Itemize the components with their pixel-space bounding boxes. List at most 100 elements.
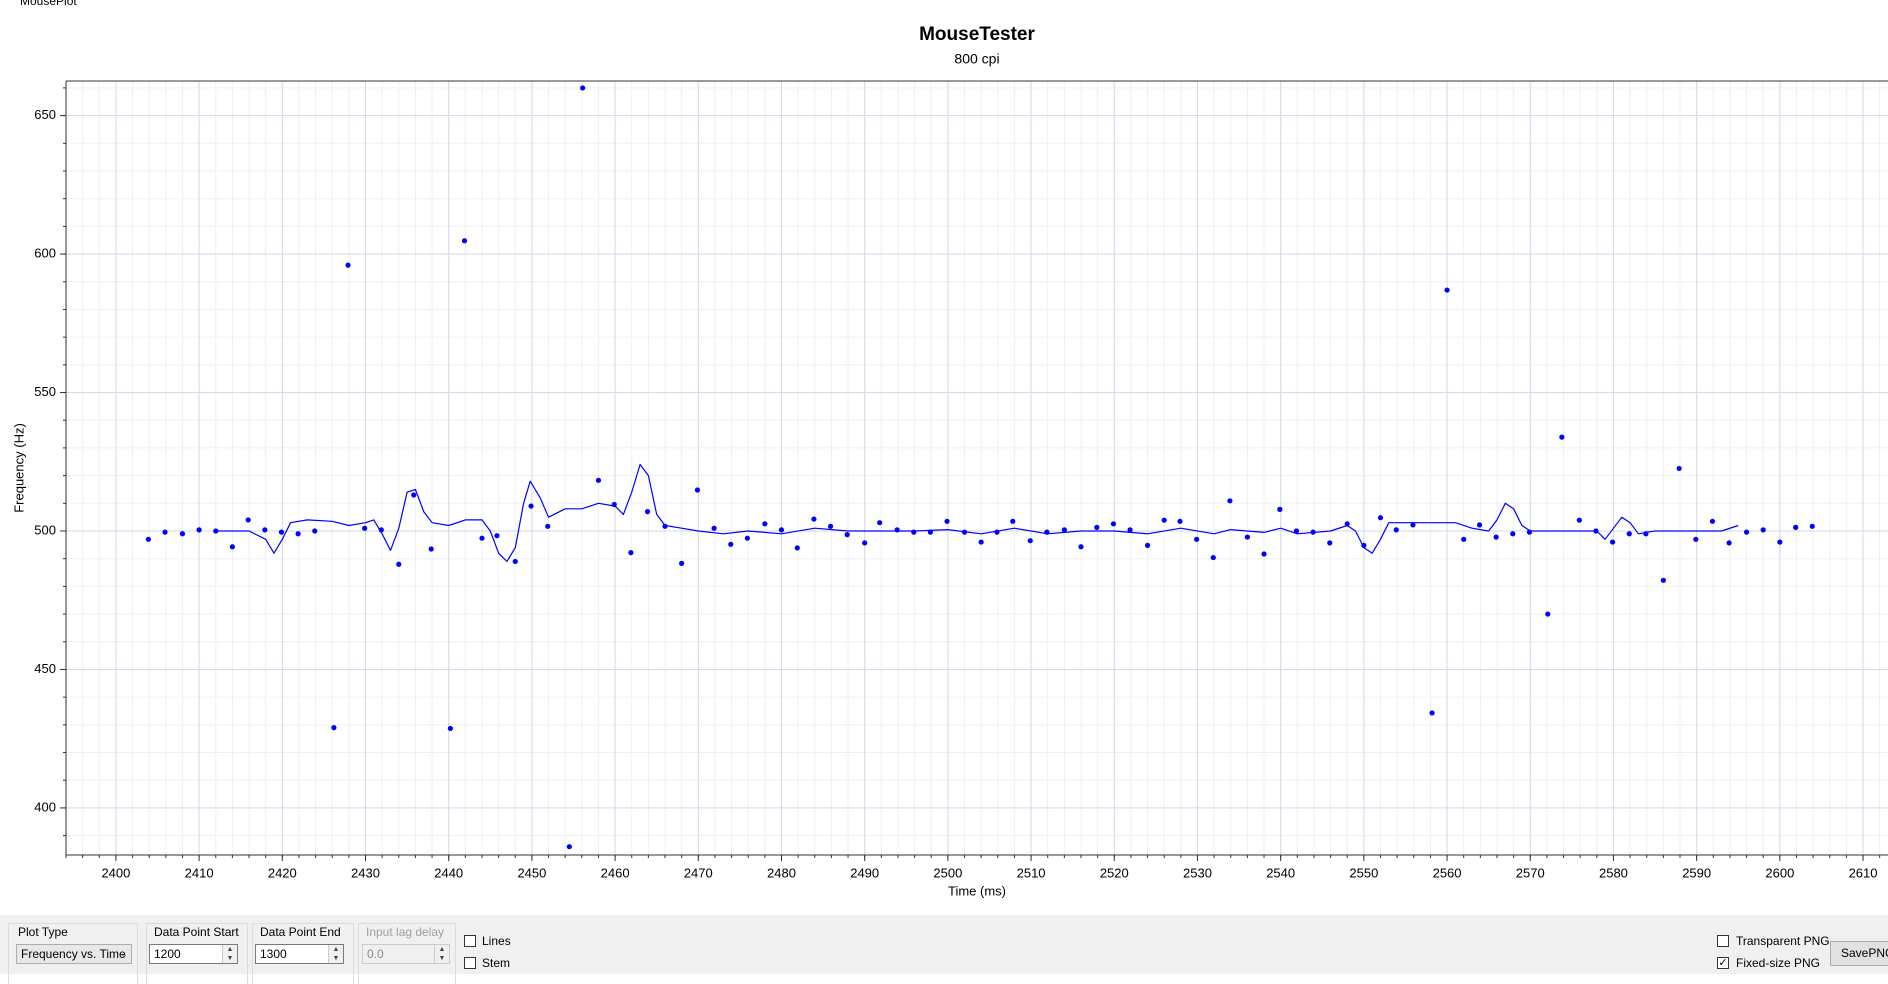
- data-point: [644, 509, 651, 515]
- save-button[interactable]: SavePNG: [1830, 941, 1888, 966]
- x-tick-label: 2540: [1266, 865, 1295, 880]
- data-point: [447, 725, 453, 732]
- data-point: [811, 516, 817, 522]
- data-point: [1576, 517, 1582, 523]
- data-point: [1777, 539, 1783, 545]
- spin-buttons[interactable]: ▲ ▼: [328, 945, 343, 963]
- data-point: [1809, 523, 1815, 529]
- x-tick-label: 2480: [767, 865, 796, 880]
- data-point: [179, 531, 186, 537]
- y-tick-label: 400: [34, 799, 56, 814]
- x-tick-label: 2510: [1017, 865, 1046, 880]
- end-label: Data Point End: [260, 925, 341, 939]
- data-point: [827, 523, 834, 529]
- data-point: [196, 527, 202, 533]
- data-point: [345, 262, 351, 268]
- y-axis-label: Frequency (Hz): [11, 423, 26, 513]
- x-axis-label: Time (ms): [948, 883, 1006, 898]
- data-point: [1726, 540, 1732, 546]
- data-point: [1127, 527, 1133, 533]
- x-tick-label: 2610: [1849, 865, 1878, 880]
- data-point: [1377, 515, 1384, 521]
- data-point: [762, 521, 768, 527]
- x-tick-label: 2410: [185, 865, 214, 880]
- stem-checkbox[interactable]: [464, 957, 476, 969]
- data-point: [1210, 554, 1216, 561]
- data-point: [1393, 527, 1399, 533]
- data-point: [295, 531, 301, 537]
- data-point: [1061, 527, 1067, 533]
- data-point: [494, 533, 500, 539]
- data-point: [1410, 522, 1416, 528]
- data-point: [545, 523, 551, 529]
- chart: MousePlot MouseTester 800 cpi Time (ms) …: [11, 0, 1888, 898]
- data-point: [1793, 524, 1799, 531]
- data-point: [1676, 465, 1682, 472]
- data-point: [778, 527, 785, 533]
- lag-value: 0.0: [367, 947, 384, 961]
- data-point: [978, 539, 984, 545]
- stem-label: Stem: [482, 956, 511, 970]
- save-label: SavePNG: [1841, 946, 1888, 960]
- x-tick-label: 2500: [933, 865, 962, 880]
- group-box: [252, 923, 354, 984]
- data-point: [662, 523, 668, 529]
- data-point: [331, 725, 337, 731]
- start-value: 1200: [154, 947, 181, 961]
- data-point: [461, 238, 468, 244]
- end-input[interactable]: 1300 ▲ ▼: [255, 944, 344, 964]
- data-point: [1743, 529, 1750, 535]
- fit-line: [215, 463, 1739, 563]
- data-point: [278, 529, 285, 535]
- x-tick-label: 2580: [1599, 865, 1628, 880]
- data-point: [1277, 506, 1283, 512]
- fixed-checkbox[interactable]: ✓: [1717, 957, 1729, 969]
- y-tick-label: 550: [34, 384, 56, 399]
- data-point: [162, 529, 168, 535]
- x-tick-label: 2450: [517, 865, 546, 880]
- data-point: [1626, 531, 1632, 537]
- lag-label: Input lag delay: [366, 925, 445, 939]
- data-point: [1344, 521, 1350, 527]
- data-point: [566, 844, 572, 850]
- spin-buttons[interactable]: ▲ ▼: [222, 945, 237, 963]
- data-point: [245, 517, 251, 523]
- data-point: [479, 535, 485, 541]
- data-point: [1559, 434, 1565, 440]
- chart-title: MouseTester: [919, 24, 1035, 45]
- x-tick-label: 2600: [1765, 865, 1794, 880]
- lag-input: 0.0 ▲ ▼: [362, 944, 450, 964]
- lines-checkbox[interactable]: [464, 935, 476, 947]
- data-point: [1227, 498, 1233, 504]
- plot-type-combo[interactable]: Frequency vs. Time ⌄: [16, 944, 132, 964]
- data-point: [1078, 544, 1084, 550]
- data-point: [628, 550, 634, 556]
- y-tick-label: 450: [34, 661, 56, 676]
- data-point: [1244, 534, 1250, 540]
- x-tick-label: 2400: [101, 865, 130, 880]
- data-point: [794, 545, 800, 551]
- x-tick-label: 2530: [1183, 865, 1212, 880]
- x-tick-label: 2430: [351, 865, 380, 880]
- end-value: 1300: [260, 947, 287, 961]
- data-point: [728, 541, 734, 547]
- data-point: [744, 535, 750, 541]
- data-point: [1476, 522, 1483, 528]
- data-point: [1293, 528, 1300, 534]
- data-point: [1027, 538, 1033, 544]
- data-point: [1144, 542, 1151, 549]
- data-point: [1760, 527, 1766, 533]
- data-point: [580, 85, 586, 91]
- data-point: [1461, 536, 1467, 542]
- transparent-checkbox[interactable]: [1717, 935, 1729, 947]
- data-point: [911, 529, 917, 535]
- group-box: [146, 923, 248, 984]
- y-tick-label: 500: [34, 522, 56, 537]
- start-input[interactable]: 1200 ▲ ▼: [149, 944, 238, 964]
- data-point: [1110, 521, 1117, 527]
- data-point: [1510, 531, 1516, 537]
- data-point: [1010, 518, 1016, 524]
- start-label: Data Point Start: [154, 925, 239, 939]
- data-point: [1709, 518, 1716, 524]
- data-point: [844, 532, 850, 538]
